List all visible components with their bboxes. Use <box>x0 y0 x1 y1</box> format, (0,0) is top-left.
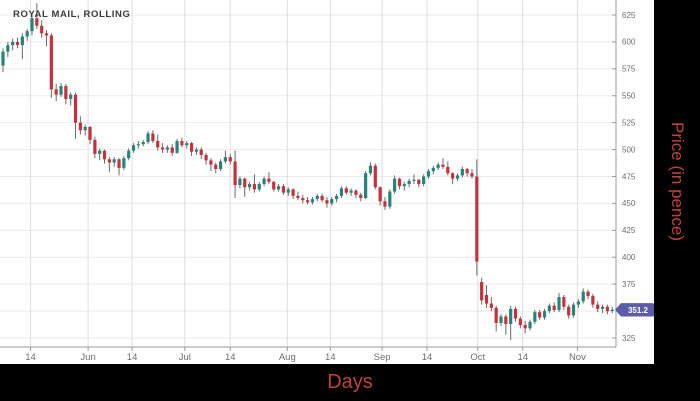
grid-layer <box>0 0 616 347</box>
svg-text:Oct: Oct <box>470 352 485 363</box>
x-axis: 14 Jun 14 Jul 14 Aug 14 Sep 14 Oct 14 Nov <box>0 346 616 363</box>
candles-layer <box>1 3 614 341</box>
svg-text:14: 14 <box>225 352 236 363</box>
svg-text:Nov: Nov <box>569 352 586 363</box>
svg-text:475: 475 <box>622 172 636 181</box>
svg-text:325: 325 <box>622 334 636 343</box>
svg-text:Jul: Jul <box>179 352 191 363</box>
svg-text:14: 14 <box>25 352 36 363</box>
svg-text:351.2: 351.2 <box>628 306 649 315</box>
svg-text:625: 625 <box>622 11 636 20</box>
last-price-badge: 351.2 <box>615 303 655 317</box>
svg-text:14: 14 <box>325 352 336 363</box>
svg-text:Jun: Jun <box>80 352 95 363</box>
chart-title: ROYAL MAIL, ROLLING <box>13 9 131 20</box>
x-axis-title-strip: Days <box>0 364 700 401</box>
candlestick-chart: 625 600 575 550 525 500 475 450 425 400 375 325 14 Ju… <box>0 0 655 363</box>
svg-text:14: 14 <box>127 352 138 363</box>
x-axis-title: Days <box>327 371 373 393</box>
svg-text:575: 575 <box>622 65 636 74</box>
svg-text:500: 500 <box>622 145 636 154</box>
svg-text:375: 375 <box>622 280 636 289</box>
svg-text:Aug: Aug <box>279 352 296 363</box>
svg-text:550: 550 <box>622 92 636 101</box>
svg-text:Sep: Sep <box>374 352 391 363</box>
y-axis-title-strip: Price (in pence) <box>654 0 700 364</box>
svg-text:450: 450 <box>622 199 636 208</box>
y-axis-title: Price (in pence) <box>668 122 687 242</box>
svg-text:400: 400 <box>622 253 636 262</box>
svg-text:600: 600 <box>622 38 636 47</box>
svg-text:14: 14 <box>422 352 433 363</box>
plot-area: 625 600 575 550 525 500 475 450 425 400 375 325 14 Ju… <box>0 0 655 364</box>
svg-text:525: 525 <box>622 118 636 127</box>
y-axis: 625 600 575 550 525 500 475 450 425 400 375 325 <box>612 0 636 347</box>
svg-text:425: 425 <box>622 226 636 235</box>
svg-text:14: 14 <box>517 352 528 363</box>
